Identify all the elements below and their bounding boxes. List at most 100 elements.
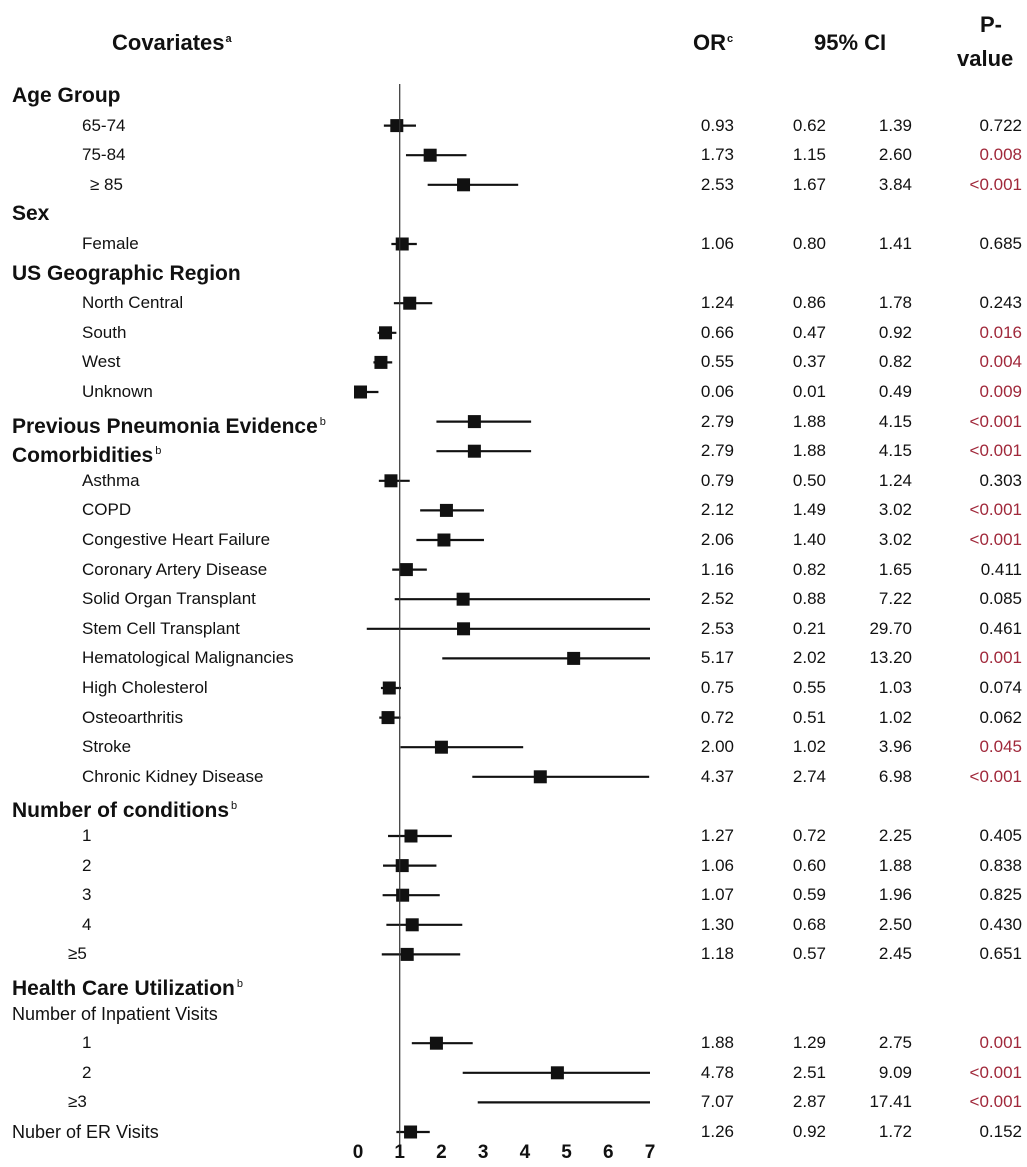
p-value: 0.074 [979,678,1022,697]
table-row: Solid Organ Transplant 2.52 0.88 7.22 0.085 [0,584,1027,614]
ci-upper-value: 7.22 [878,589,912,609]
table-row: South 0.66 0.47 0.92 0.016 [0,318,1027,348]
row-label: Chronic Kidney Disease [82,762,263,792]
x-tick-label: 1 [394,1142,405,1163]
p-value: <0.001 [969,1062,1022,1082]
ci-upper-value: 4.15 [878,411,912,431]
row-label-text: High Cholesterol [82,678,208,697]
row-label: Number of Inpatient Visits [12,999,218,1029]
table-row: North Central 1.24 0.86 1.78 0.243 [0,288,1027,318]
row-label: Age Group [12,81,121,111]
ci-upper-value: 1.72 [878,1122,912,1141]
table-row: Health Care Utilization b [0,969,1027,1000]
x-tick-label: 0 [353,1142,364,1163]
row-label: Female [82,229,139,259]
ci-upper-value: 9.09 [878,1062,912,1082]
ci-upper-value: 2.45 [878,944,912,964]
odds-ratio-value: 1.18 [700,944,734,964]
ci-lower-value: 1.29 [792,1033,826,1053]
p-value: 0.004 [979,352,1022,372]
table-row: Previous Pneumonia Evidence b 2.79 1.88 4.15… [0,407,1027,438]
odds-ratio-value: 1.16 [700,559,734,579]
row-label-text: Stem Cell Transplant [82,618,240,638]
table-row: Osteoarthritis 0.72 0.51 1.02 0.062 [0,703,1027,733]
row-label-footnote: b [319,415,326,428]
odds-ratio-value: 2.12 [700,500,734,520]
odds-ratio-value: 7.07 [700,1092,734,1112]
ci-upper-value: 4.15 [878,441,912,461]
ci-upper-value: 3.84 [878,174,912,194]
odds-ratio-value: 0.55 [700,352,734,372]
odds-ratio-value: 1.26 [700,1122,734,1141]
ci-lower-value: 0.51 [792,707,826,727]
ci-upper-value: 3.96 [878,737,912,757]
ci-lower-value: 0.50 [792,470,826,490]
p-value: 0.001 [979,648,1022,668]
odds-ratio-marker [395,859,409,873]
p-value: <0.001 [969,500,1022,520]
odds-ratio-value: 1.07 [700,885,734,905]
row-label-text: Female [82,234,139,253]
table-row: Age Group [0,81,1027,111]
ci-lower-value: 0.59 [792,885,826,905]
ci-lower-value: 0.55 [792,678,826,697]
row-label-text: 2 [82,1062,92,1082]
odds-ratio-value: 0.79 [700,470,734,490]
table-row: Asthma 0.79 0.50 1.24 0.303 [0,466,1027,496]
row-label: Asthma [82,466,140,496]
ci-upper-value: 2.75 [878,1033,912,1053]
ci-upper-value: 2.50 [878,914,912,934]
row-label: Stem Cell Transplant [82,614,240,644]
odds-ratio-value: 2.00 [700,737,734,757]
odds-ratio-value: 0.06 [700,382,734,401]
odds-ratio-marker [457,622,471,636]
x-tick-label: 3 [478,1142,489,1163]
row-label: Congestive Heart Failure [82,525,270,555]
ci-upper-value: 2.25 [878,826,912,845]
row-label: US Geographic Region [12,259,241,289]
p-value: 0.685 [979,234,1022,253]
row-label: 4 [82,910,91,940]
row-label: ≥5 [68,939,87,969]
row-label: South [82,318,126,348]
odds-ratio-marker [399,563,413,577]
ci-upper-value: 6.98 [878,766,912,786]
ci-upper-value: 1.88 [878,855,912,875]
row-label-text: Chronic Kidney Disease [82,766,264,786]
ci-lower-value: 1.67 [792,174,826,194]
odds-ratio-value: 2.06 [700,530,734,549]
row-label-text: Congestive Heart Failure [82,530,271,549]
x-tick-label: 7 [645,1142,656,1163]
row-label-text: COPD [82,500,132,520]
row-label: Hematological Malignancies [82,643,294,673]
row-label-footnote: b [231,800,238,813]
row-label-text: Nuber of ER Visits [12,1122,159,1142]
table-row: Chronic Kidney Disease 4.37 2.74 6.98 <0.001 [0,762,1027,792]
ci-upper-value: 1.41 [878,234,912,253]
row-label: Coronary Artery Disease [82,555,267,585]
p-value: 0.062 [979,707,1022,727]
odds-ratio-marker [395,237,409,251]
header-covariates-footnote: a [225,32,232,45]
p-value: 0.085 [979,589,1022,609]
p-value: <0.001 [969,174,1022,194]
ci-upper-value: 1.24 [878,470,912,490]
row-label: Previous Pneumonia Evidence b [12,407,326,442]
ci-lower-value: 1.15 [792,145,826,165]
table-row: Female 1.06 0.80 1.41 0.685 [0,229,1027,259]
x-tick-label: 2 [436,1142,447,1163]
odds-ratio-marker [533,770,547,784]
ci-lower-value: 0.37 [792,352,826,372]
ci-lower-value: 0.01 [792,382,826,401]
row-label-text: ≥5 [68,944,87,964]
odds-ratio-marker [467,444,481,458]
row-label-text: Previous Pneumonia Evidence [12,414,318,438]
odds-ratio-value: 1.24 [700,293,734,313]
row-label: Nuber of ER Visits [12,1117,159,1147]
odds-ratio-marker [456,592,470,606]
row-label-text: Unknown [82,382,153,401]
ci-lower-value: 2.02 [792,648,826,668]
odds-ratio-marker [379,326,393,340]
header-ci: 95% CI [814,30,887,55]
